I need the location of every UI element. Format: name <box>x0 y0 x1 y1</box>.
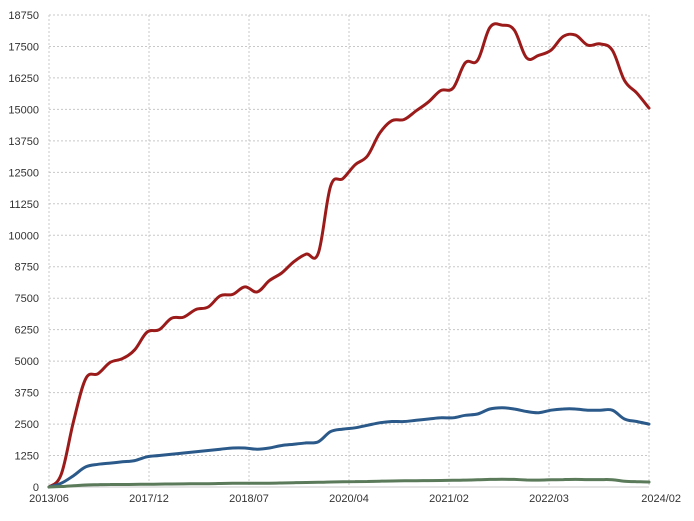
x-tick-label: 2018/07 <box>229 493 269 505</box>
y-tick-label: 5000 <box>15 356 39 368</box>
x-tick-label: 2013/06 <box>29 493 69 505</box>
series-line-2 <box>47 477 651 489</box>
x-tick-label: 2020/04 <box>329 493 369 505</box>
series-layer <box>47 22 651 489</box>
series-line-1 <box>47 406 651 489</box>
grid-layer <box>48 14 650 488</box>
x-tick-label: 2022/03 <box>529 493 569 505</box>
y-tick-label: 7500 <box>15 293 39 305</box>
y-tick-label: 10000 <box>8 230 39 242</box>
y-tick-label: 2500 <box>15 419 39 431</box>
x-tick-label: 2024/02 <box>641 493 681 505</box>
y-tick-label: 13750 <box>8 136 39 148</box>
x-axis-ticks: 2013/06 2017/12 2018/07 2020/04 2021/02 2022/… <box>29 493 681 505</box>
y-tick-label: 1250 <box>15 451 39 463</box>
y-tick-label: 15000 <box>8 104 39 116</box>
y-tick-label: 18750 <box>8 10 39 22</box>
y-tick-label: 6250 <box>15 325 39 337</box>
y-axis-ticks: 0 1250 2500 3750 5000 6250 7500 8750 10000 11250 1… <box>8 10 39 494</box>
y-tick-label: 11250 <box>9 199 39 211</box>
y-tick-label: 8750 <box>15 262 39 274</box>
y-tick-label: 17500 <box>8 41 39 53</box>
y-tick-label: 0 <box>33 482 39 494</box>
y-tick-label: 3750 <box>15 388 39 400</box>
y-tick-label: 16250 <box>8 73 39 85</box>
y-tick-label: 12500 <box>8 167 39 179</box>
x-tick-label: 2017/12 <box>129 493 169 505</box>
series-line-0 <box>47 22 651 489</box>
x-tick-label: 2021/02 <box>429 493 469 505</box>
